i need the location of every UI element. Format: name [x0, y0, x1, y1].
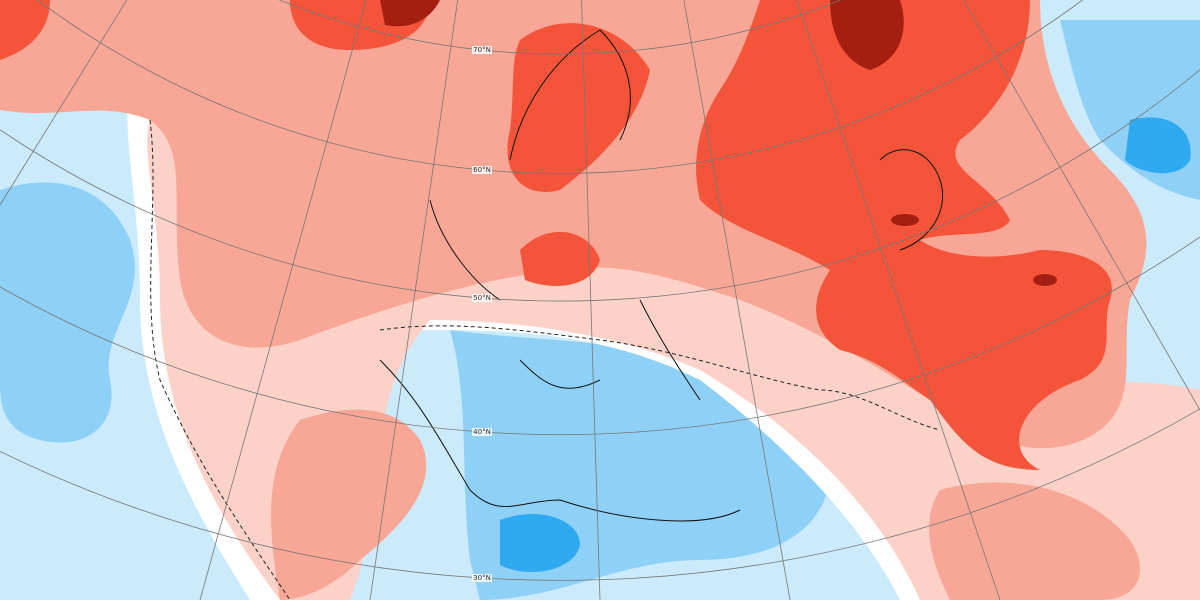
- warm-area: [929, 482, 1140, 600]
- parallel: [0, 408, 1200, 581]
- coastline: [379, 29, 944, 522]
- label-background: [472, 166, 492, 174]
- parallel: [0, 236, 1200, 435]
- hot-area: [507, 23, 650, 192]
- hot-area: [0, 0, 50, 60]
- label-background: [472, 46, 492, 54]
- latitude-label: 30°N: [473, 574, 491, 582]
- hot-area: [696, 0, 1112, 470]
- cool-area: [0, 182, 135, 443]
- parallel: [37, 0, 1083, 174]
- latitude-label: 40°N: [473, 428, 491, 436]
- parallel: [279, 0, 841, 55]
- parallel: [0, 68, 1200, 302]
- latitude-label: 60°N: [473, 166, 491, 174]
- meridian: [369, 0, 459, 600]
- warm-area: [271, 409, 427, 600]
- label-background: [472, 428, 492, 436]
- label-background: [472, 294, 492, 302]
- meridian: [0, 0, 128, 206]
- hot-area: [520, 231, 600, 286]
- cold-area: [1125, 117, 1191, 174]
- very-hot-area: [891, 214, 919, 226]
- zero-contour: [379, 325, 941, 431]
- meridian: [581, 0, 601, 600]
- latitude-label: 70°N: [473, 46, 491, 54]
- meridian: [963, 0, 1200, 411]
- meridian: [683, 0, 791, 600]
- zero-contour: [149, 119, 291, 600]
- cold-area: [500, 514, 580, 573]
- very-hot-area: [1033, 274, 1057, 286]
- label-background: [472, 574, 492, 582]
- very-hot-area: [830, 0, 904, 70]
- meridian: [796, 0, 1001, 600]
- latitude-label: 50°N: [473, 294, 491, 302]
- meridian: [199, 0, 367, 600]
- very-hot-area: [380, 0, 440, 27]
